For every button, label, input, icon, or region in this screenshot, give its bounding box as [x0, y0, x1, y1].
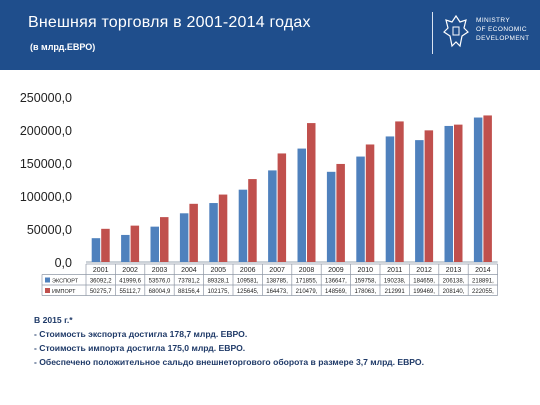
table-cell: 222055,	[472, 289, 494, 295]
bar	[91, 238, 101, 262]
table-cell: 218891,	[472, 279, 494, 285]
bar	[483, 115, 492, 262]
y-tick-label: 200000,0	[20, 124, 72, 138]
x-category-label: 2004	[181, 267, 197, 274]
legend-label: ИМПОРТ	[52, 289, 76, 295]
header-divider	[432, 12, 433, 54]
bar	[277, 153, 287, 262]
x-category-label: 2008	[299, 267, 315, 274]
table-cell: 210479,	[296, 289, 318, 295]
x-category-label: 2010	[358, 267, 374, 274]
bar	[101, 228, 110, 262]
notes-heading: В 2015 г.*	[34, 315, 73, 325]
x-category-label: 2011	[387, 267, 402, 274]
bar	[248, 179, 257, 262]
notes-line: - Стоимость импорта достигла 175,0 млрд.…	[34, 343, 246, 353]
bar	[130, 225, 140, 262]
y-tick-label: 250000,0	[20, 91, 72, 105]
table-cell: 53576,0	[149, 279, 171, 285]
ministry-name: MINISTRY OF ECONOMIC DEVELOPMENT	[476, 16, 530, 43]
y-tick-label: 100000,0	[20, 190, 72, 204]
bar	[121, 234, 130, 262]
bar	[209, 203, 218, 262]
table-cell: 138785,	[266, 279, 288, 285]
bar	[160, 217, 169, 262]
legend-swatch	[45, 288, 50, 293]
bar	[297, 148, 306, 262]
x-category-label: 2014	[475, 267, 491, 274]
x-category-label: 2003	[152, 267, 168, 274]
bar	[238, 189, 248, 262]
bar	[307, 123, 316, 262]
bar	[150, 226, 159, 262]
table-cell: 208140,	[443, 289, 465, 295]
table-cell: 178063,	[354, 289, 376, 295]
slide-title: Внешняя торговля в 2001-2014 годах	[28, 14, 311, 31]
legend-swatch	[45, 277, 50, 283]
ministry-line: MINISTRY	[476, 17, 511, 24]
bar	[365, 144, 375, 262]
bar	[444, 125, 453, 263]
legend-label: ЭКСПОРТ	[52, 279, 79, 285]
notes-line: - Обеспечено положительное сальдо внешне…	[34, 357, 424, 367]
table-cell: 159758,	[354, 279, 376, 285]
notes-block: В 2015 г.* - Стоимость экспорта достигла…	[34, 313, 534, 369]
bar	[385, 136, 395, 262]
table-cell: 102175,	[207, 289, 229, 295]
x-category-label: 2006	[240, 267, 256, 274]
bar	[415, 140, 424, 262]
table-cell: 171855,	[296, 279, 318, 285]
bar	[218, 194, 228, 262]
y-tick-label: 50000,0	[27, 223, 72, 237]
table-cell: 68004,9	[149, 289, 171, 295]
x-category-label: 2007	[269, 267, 285, 274]
bar	[395, 121, 404, 263]
table-cell: 164473,	[266, 289, 288, 295]
table-cell: 41999,6	[119, 279, 141, 285]
bar	[336, 163, 345, 262]
bar	[424, 130, 434, 262]
table-cell: 136647,	[325, 279, 347, 285]
bar	[473, 117, 483, 262]
coat-of-arms-icon	[443, 14, 469, 48]
ministry-line: OF ECONOMIC	[476, 26, 527, 33]
table-cell: 199469,	[413, 289, 435, 295]
bar	[356, 156, 365, 262]
table-cell: 148569,	[325, 289, 347, 295]
x-category-label: 2001	[93, 267, 109, 274]
table-cell: 88156,4	[178, 289, 200, 295]
x-category-label: 2013	[446, 267, 462, 274]
table-cell: 190238,	[384, 279, 406, 285]
table-cell: 109581,	[237, 279, 259, 285]
bar	[268, 170, 277, 262]
table-cell: 36092,2	[90, 279, 112, 285]
x-category-label: 2002	[122, 267, 138, 274]
table-cell: 55112,7	[119, 289, 141, 295]
ministry-line: DEVELOPMENT	[476, 35, 530, 42]
trade-bar-chart: 0,0 50000,0 100000,0 150000,0 200000,0 250000…	[20, 91, 498, 296]
table-cell: 206138,	[443, 279, 465, 285]
x-category-label: 2009	[328, 267, 344, 274]
bar	[189, 203, 198, 262]
x-category-label: 2005	[211, 267, 227, 274]
notes-line: - Стоимость экспорта достигла 178,7 млрд…	[34, 329, 248, 339]
bar	[326, 171, 336, 262]
table-cell: 125645,	[237, 289, 259, 295]
slide-header: Внешняя торговля в 2001-2014 годах (в мл…	[0, 0, 540, 70]
y-tick-label: 150000,0	[20, 157, 72, 171]
bar	[454, 124, 463, 263]
table-cell: 73781,2	[178, 279, 200, 285]
bar	[179, 213, 189, 262]
x-category-label: 2012	[416, 267, 432, 274]
slide-subtitle: (в млрд.ЕВРО)	[30, 42, 96, 52]
table-cell: 89328,1	[207, 279, 229, 285]
table-cell: 212991	[385, 289, 406, 295]
table-cell: 184659,	[413, 279, 435, 285]
table-cell: 50275,7	[90, 289, 112, 295]
y-tick-label: 0,0	[55, 256, 72, 270]
